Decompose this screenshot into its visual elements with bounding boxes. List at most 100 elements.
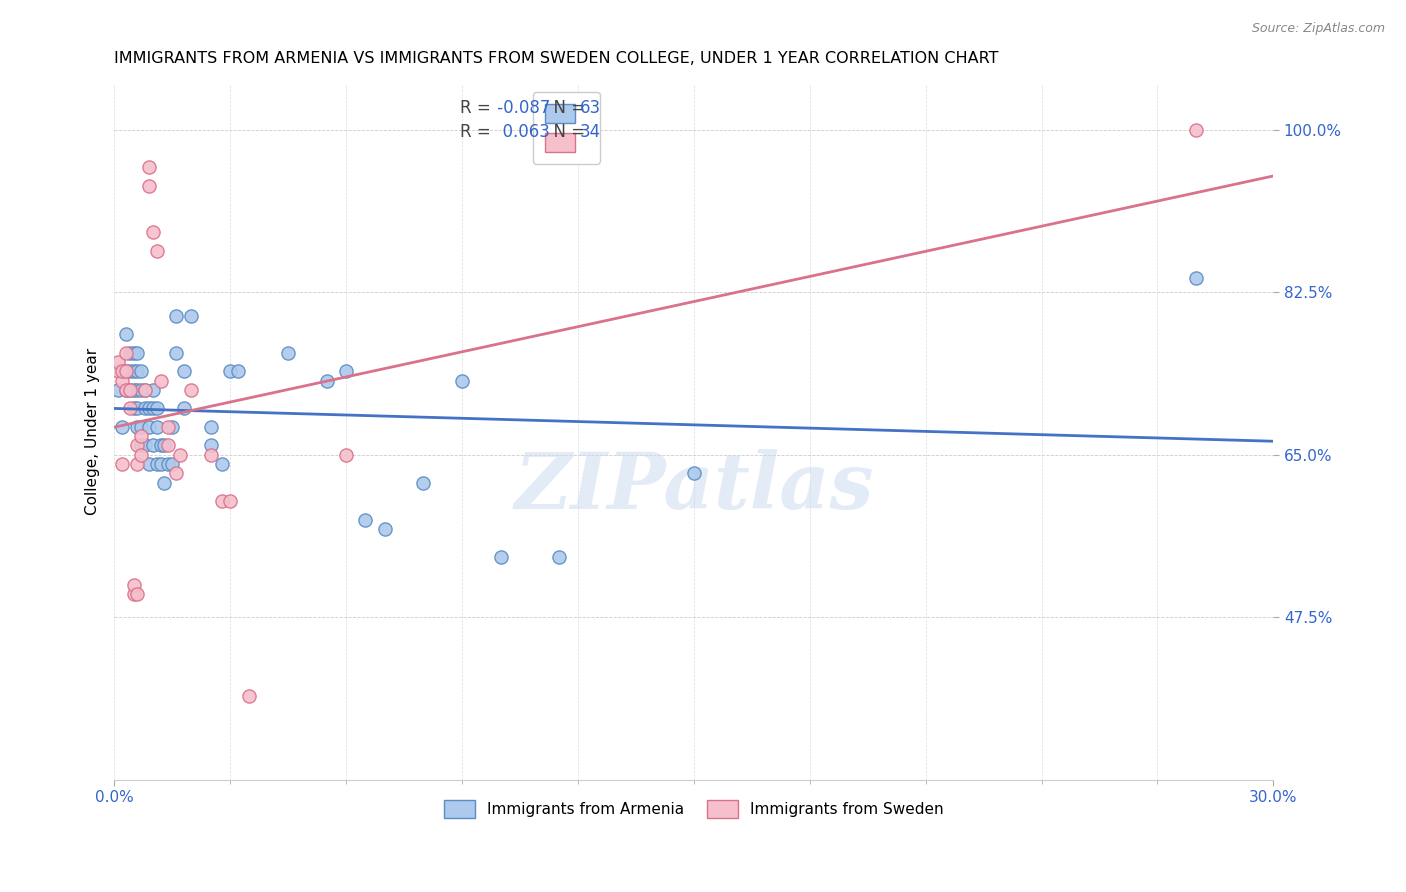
Point xyxy=(111,420,134,434)
Text: 34: 34 xyxy=(581,123,602,141)
Point xyxy=(211,457,233,471)
Point xyxy=(200,420,222,434)
Point xyxy=(200,438,222,452)
Point xyxy=(138,457,160,471)
Point xyxy=(142,225,165,239)
Point xyxy=(127,401,149,416)
Point xyxy=(138,160,160,174)
Point xyxy=(122,364,145,378)
Point xyxy=(145,401,167,416)
Point xyxy=(277,345,299,359)
Point xyxy=(165,309,187,323)
Point xyxy=(138,178,160,193)
Point xyxy=(127,364,149,378)
Point xyxy=(211,494,233,508)
Point xyxy=(315,374,337,388)
Text: R =: R = xyxy=(460,99,496,117)
Point xyxy=(219,494,242,508)
Point xyxy=(160,457,183,471)
Point xyxy=(134,401,156,416)
Point xyxy=(153,475,176,490)
Point xyxy=(134,383,156,397)
Point xyxy=(127,457,149,471)
Point xyxy=(412,475,434,490)
Point xyxy=(114,383,136,397)
Point xyxy=(134,383,156,397)
Point xyxy=(138,401,160,416)
Point xyxy=(173,401,195,416)
Point xyxy=(138,420,160,434)
Point xyxy=(107,383,129,397)
Point xyxy=(160,420,183,434)
Point xyxy=(149,438,172,452)
Point xyxy=(114,383,136,397)
Point xyxy=(111,457,134,471)
Point xyxy=(682,467,704,481)
Point xyxy=(165,345,187,359)
Point xyxy=(153,438,176,452)
Point xyxy=(238,689,260,703)
Point xyxy=(127,420,149,434)
Point xyxy=(489,549,512,564)
Point xyxy=(149,374,172,388)
Text: 63: 63 xyxy=(581,99,602,117)
Point xyxy=(122,345,145,359)
Point xyxy=(122,587,145,601)
Point xyxy=(111,374,134,388)
Text: Source: ZipAtlas.com: Source: ZipAtlas.com xyxy=(1251,22,1385,36)
Point xyxy=(219,364,242,378)
Point xyxy=(114,364,136,378)
Point xyxy=(169,448,191,462)
Point xyxy=(547,549,569,564)
Point xyxy=(145,244,167,258)
Legend: Immigrants from Armenia, Immigrants from Sweden: Immigrants from Armenia, Immigrants from… xyxy=(439,794,949,824)
Point xyxy=(118,383,141,397)
Point xyxy=(200,448,222,462)
Point xyxy=(1185,123,1208,137)
Point xyxy=(180,309,202,323)
Point xyxy=(114,327,136,342)
Point xyxy=(107,355,129,369)
Point xyxy=(129,420,152,434)
Point xyxy=(226,364,249,378)
Point xyxy=(157,457,180,471)
Point xyxy=(142,438,165,452)
Point xyxy=(1185,271,1208,285)
Point xyxy=(165,467,187,481)
Point xyxy=(111,364,134,378)
Point xyxy=(145,420,167,434)
Point xyxy=(129,438,152,452)
Point xyxy=(111,364,134,378)
Point xyxy=(180,383,202,397)
Point xyxy=(129,364,152,378)
Point xyxy=(114,345,136,359)
Text: IMMIGRANTS FROM ARMENIA VS IMMIGRANTS FROM SWEDEN COLLEGE, UNDER 1 YEAR CORRELAT: IMMIGRANTS FROM ARMENIA VS IMMIGRANTS FR… xyxy=(114,51,998,66)
Text: 0.063: 0.063 xyxy=(492,123,550,141)
Point xyxy=(118,383,141,397)
Point xyxy=(354,513,377,527)
Text: R =: R = xyxy=(460,123,496,141)
Point xyxy=(134,438,156,452)
Point xyxy=(145,457,167,471)
Point xyxy=(127,587,149,601)
Point xyxy=(122,401,145,416)
Point xyxy=(122,383,145,397)
Point xyxy=(149,457,172,471)
Text: N =: N = xyxy=(543,99,591,117)
Point xyxy=(127,383,149,397)
Point xyxy=(374,522,396,536)
Point xyxy=(335,448,357,462)
Point xyxy=(157,438,180,452)
Point xyxy=(335,364,357,378)
Point xyxy=(127,345,149,359)
Point xyxy=(451,374,474,388)
Point xyxy=(157,420,180,434)
Point xyxy=(118,345,141,359)
Text: ZIPatlas: ZIPatlas xyxy=(515,449,873,525)
Point xyxy=(114,364,136,378)
Point xyxy=(129,429,152,443)
Point xyxy=(142,401,165,416)
Point xyxy=(107,364,129,378)
Point xyxy=(118,364,141,378)
Point xyxy=(122,577,145,591)
